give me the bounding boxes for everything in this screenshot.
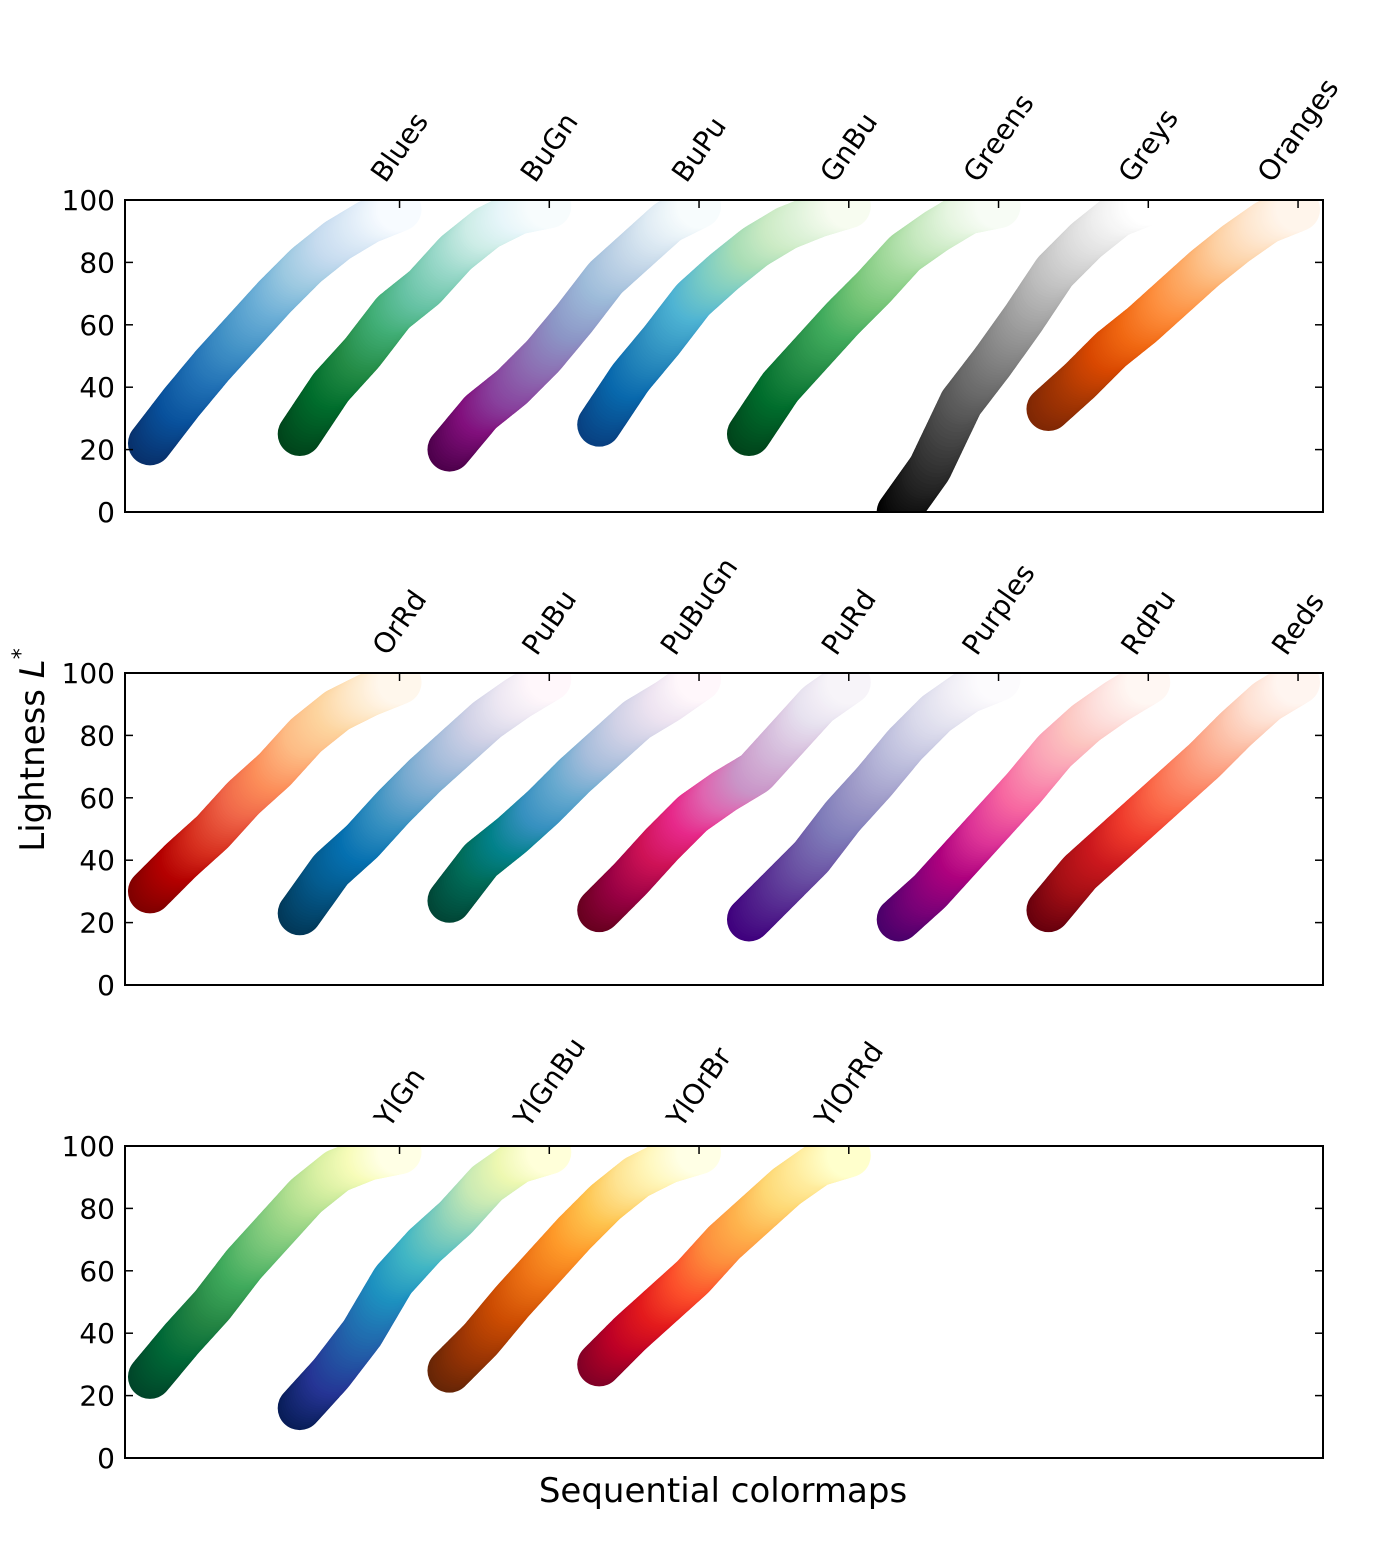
colormap-series-rdpu [876, 673, 1171, 942]
y-tick-label: 60 [79, 309, 115, 342]
y-tick-label: 100 [62, 1130, 115, 1163]
colormap-series-reds [1026, 673, 1321, 933]
colormap-label: YlOrRd [808, 1036, 890, 1134]
colormap-series-ylgn [127, 1146, 422, 1399]
y-tick-label: 0 [97, 496, 115, 529]
colormap-label: BuGn [514, 106, 585, 188]
y-tick-label: 80 [79, 1192, 115, 1225]
y-tick-label: 60 [79, 1255, 115, 1288]
y-axis-label: Lightness L* [9, 648, 53, 852]
y-tick-label: 80 [79, 719, 115, 752]
colormap-series-blues [127, 200, 422, 466]
y-tick-label: 40 [79, 371, 115, 404]
colormap-label: Greens [957, 88, 1041, 188]
colormap-label: Greys [1112, 103, 1185, 188]
lightness-point [1276, 200, 1321, 232]
lightness-point [976, 200, 1021, 229]
colormap-series-greys [876, 200, 1171, 512]
lightness-point [677, 200, 722, 229]
plot-area [127, 200, 1321, 512]
y-tick-label: 60 [79, 782, 115, 815]
colormap-series-pubu [277, 673, 572, 936]
lightness-point [1126, 673, 1171, 705]
colormap-series-ylorbr [427, 1146, 722, 1393]
x-axis-label: Sequential colormaps [539, 1471, 907, 1511]
y-tick-label: 40 [79, 1317, 115, 1350]
subplot-1: Blues BuGn BuPu GnBu Greens Greys Oranges 0 20 40… [62, 72, 1346, 529]
colormap-label: PuRd [815, 584, 883, 661]
y-tick-label: 20 [79, 434, 115, 467]
lightness-point [1276, 673, 1321, 705]
y-tick-label: 0 [97, 969, 115, 1002]
lightness-point [826, 673, 871, 705]
plot-area [127, 1146, 871, 1431]
lightness-point [377, 1146, 422, 1175]
colormap-series-purples [726, 673, 1021, 942]
lightness-point [527, 200, 572, 229]
lightness-point [976, 673, 1021, 702]
y-tick-label: 100 [62, 184, 115, 217]
colormap-series-ylgnbu [277, 1146, 572, 1431]
y-tick-label: 40 [79, 844, 115, 877]
y-tick-label: 0 [97, 1442, 115, 1475]
lightness-point [1126, 200, 1171, 226]
colormap-label: PuBu [515, 584, 583, 661]
colormap-series-pubugn [427, 673, 722, 923]
colormap-label: YlOrBr [660, 1041, 739, 1134]
panels: Blues BuGn BuPu GnBu Greens Greys Oranges 0 20 40… [62, 72, 1346, 1475]
colormap-series-gnbu [577, 200, 871, 447]
lightness-point [677, 673, 722, 702]
colormap-label: GnBu [813, 106, 884, 188]
axes-frame [124, 672, 1324, 986]
colormap-label: Purples [955, 558, 1041, 661]
colormap-series-bupu [427, 200, 722, 472]
colormap-label: Blues [364, 106, 435, 188]
colormap-series-ylorrd [577, 1146, 871, 1387]
colormap-label: OrRd [366, 584, 434, 661]
colormap-series-orrd [127, 673, 422, 914]
lightness-point [377, 673, 422, 705]
axes-frame [124, 199, 1324, 513]
colormap-label: RdPu [1114, 584, 1182, 661]
colormap-series-bugn [277, 200, 572, 456]
colormap-label: PuBuGn [654, 552, 744, 661]
y-tick-label: 80 [79, 246, 115, 279]
plot-area [127, 673, 1321, 942]
y-tick-label: 20 [79, 907, 115, 940]
lightness-point [527, 673, 572, 702]
lightness-point [677, 1146, 722, 1175]
colormap-series-greens [726, 200, 1021, 456]
colormap-series-oranges [1026, 200, 1321, 432]
colormap-series-purd [577, 673, 871, 933]
colormap-label: YlGn [367, 1062, 432, 1134]
subplot-3: YlGn YlGnBu YlOrBr YlOrRd 0 20 40 60 80 100 [62, 1031, 1324, 1475]
y-tick-label: 20 [79, 1380, 115, 1413]
lightness-point [527, 1146, 572, 1175]
lightness-point [826, 1146, 871, 1178]
axes-frame [124, 1145, 1324, 1459]
y-tick-label: 100 [62, 657, 115, 690]
colormap-label: YlGnBu [506, 1031, 592, 1134]
subplot-2: OrRd PuBu PuBuGn PuRd Purples RdPu Reds 0 20 40 60… [62, 552, 1331, 1002]
colormap-label: BuPu [665, 111, 733, 188]
lightness-point [826, 200, 871, 229]
colormap-label: Reds [1265, 587, 1331, 661]
lightness-point [377, 200, 422, 232]
colormap-label: Oranges [1251, 72, 1346, 188]
